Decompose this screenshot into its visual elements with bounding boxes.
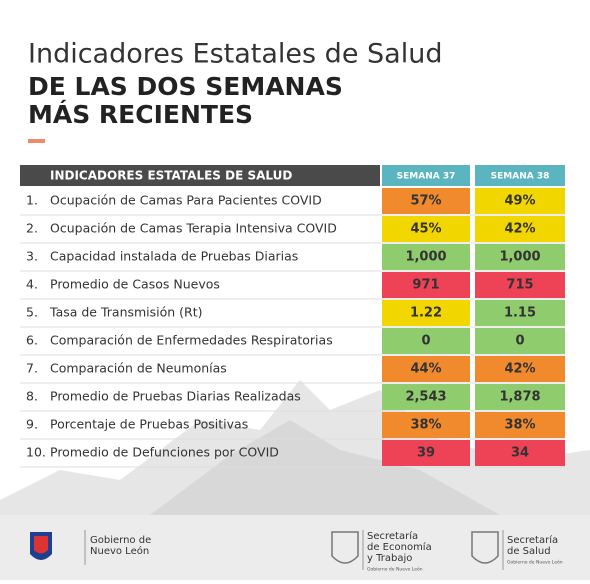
row-label: Promedio de Pruebas Diarias Realizadas (50, 389, 301, 404)
header-cell: SEMANA 37 (397, 172, 456, 182)
value-text: 1,878 (499, 390, 540, 405)
row-label: Promedio de Casos Nuevos (50, 277, 220, 292)
value-cell (475, 300, 565, 326)
row-number: 7. (26, 361, 38, 376)
logo-small: Gobierno de Nuevo León (507, 559, 563, 566)
row-label: Capacidad instalada de Pruebas Diarias (50, 249, 298, 264)
shield-inner (34, 536, 48, 554)
shield (331, 531, 359, 564)
value-cell (382, 244, 470, 270)
value-cell (475, 412, 565, 438)
value-text: 42% (504, 222, 535, 237)
subtitle: MÁS RECIENTES (28, 100, 253, 129)
value-text: 1,000 (499, 250, 540, 265)
logo-text: Gobierno de (90, 535, 151, 546)
value-text: 1,000 (405, 250, 446, 265)
table-header (382, 165, 470, 186)
value-text: 971 (412, 278, 439, 293)
value-text: 0 (421, 334, 430, 349)
row-label: Ocupación de Camas Terapia Intensiva COV… (50, 221, 337, 236)
row-number: 10. (26, 445, 46, 460)
value-cell (382, 188, 470, 214)
value-text: 0 (515, 334, 524, 349)
logo-text: Secretaría (507, 534, 558, 546)
logo-text: Nuevo León (90, 545, 149, 557)
row-number: 6. (26, 333, 38, 348)
row-label: Ocupación de Camas Para Pacientes COVID (50, 193, 322, 208)
value-cell (382, 216, 470, 242)
value-text: 45% (410, 222, 441, 237)
row-number: 9. (26, 417, 38, 432)
value-text: 715 (506, 278, 533, 293)
logo-text: y Trabajo (367, 553, 412, 564)
row-number: 1. (26, 193, 38, 208)
logo-text: de Salud (507, 546, 551, 557)
value-text: 42% (504, 362, 535, 377)
value-text: 2,543 (405, 390, 446, 405)
value-cell (475, 384, 565, 410)
value-cell (382, 300, 470, 326)
value-cell (475, 356, 565, 382)
table-header (20, 165, 380, 186)
row-label: Comparación de Neumonías (50, 361, 227, 376)
subtitle: DE LAS DOS SEMANAS (28, 72, 343, 101)
value-cell (475, 244, 565, 270)
value-text: 38% (410, 418, 441, 433)
value-cell (475, 216, 565, 242)
value-cell (382, 384, 470, 410)
row-label: Porcentaje de Pruebas Positivas (50, 417, 248, 432)
title: Indicadores Estatales de Salud (28, 39, 442, 70)
value-text: 1.22 (410, 306, 442, 321)
logo-small: Gobierno de Nuevo León (367, 566, 423, 573)
footer (0, 515, 590, 580)
row-label: Tasa de Transmisión (Rt) (49, 305, 203, 320)
value-cell (382, 440, 470, 466)
value-text: 57% (410, 194, 441, 209)
table-header (475, 165, 565, 186)
value-text: 49% (504, 194, 535, 209)
header-cell: SEMANA 38 (491, 172, 550, 182)
row-number: 8. (26, 389, 38, 404)
value-cell (382, 272, 470, 298)
value-cell (382, 412, 470, 438)
value-text: 44% (410, 362, 441, 377)
value-cell (475, 440, 565, 466)
value-text: 1.15 (504, 306, 536, 321)
value-cell (475, 328, 565, 354)
value-text: 34 (511, 446, 529, 461)
value-cell (475, 188, 565, 214)
row-number: 3. (26, 249, 38, 264)
row-number: 2. (26, 221, 38, 236)
accent-dash (28, 139, 45, 143)
row-number: 5. (26, 305, 38, 320)
row-label: Comparación de Enfermedades Respiratoria… (50, 333, 333, 348)
row-number: 4. (26, 277, 38, 292)
value-text: 39 (417, 446, 435, 461)
value-cell (382, 328, 470, 354)
shield (471, 531, 499, 564)
table-body: 1. Ocupación de Camas Para Pacientes COVI… (20, 188, 565, 468)
logo-text: de Economía (367, 541, 432, 553)
logo-text: Secretaría (367, 530, 418, 542)
value-text: 38% (504, 418, 535, 433)
value-cell (382, 356, 470, 382)
logo (30, 532, 52, 560)
value-cell (475, 272, 565, 298)
row-label: Promedio de Defunciones por COVID (50, 445, 279, 460)
header-cell: INDICADORES ESTATALES DE SALUD (50, 169, 292, 183)
